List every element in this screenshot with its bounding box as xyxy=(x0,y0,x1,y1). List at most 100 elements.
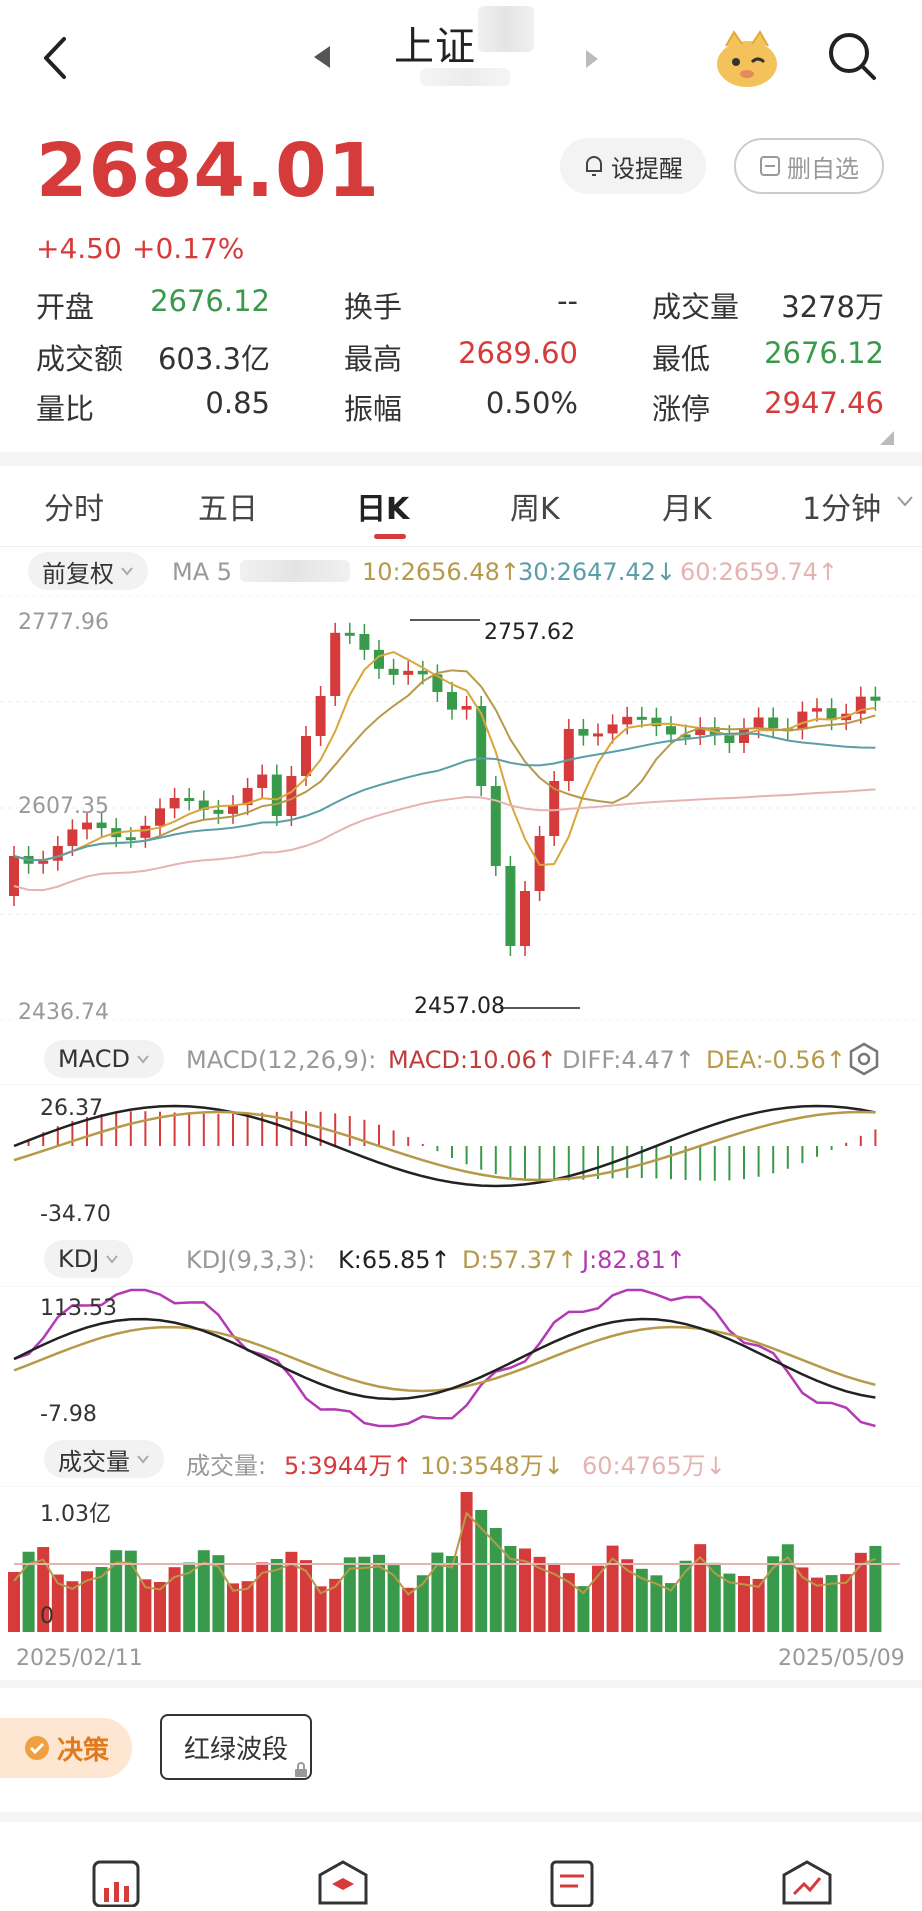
macd-selector[interactable]: MACD xyxy=(44,1040,164,1078)
volume-bar xyxy=(168,1567,181,1632)
adjust-selector[interactable]: 前复权 xyxy=(28,552,148,590)
volume-bar xyxy=(723,1573,736,1632)
nav-layers-icon[interactable] xyxy=(314,1858,372,1911)
volume-bar xyxy=(8,1572,20,1632)
volume-bar xyxy=(183,1562,196,1632)
search-button[interactable] xyxy=(824,28,880,84)
nav-trend-icon[interactable] xyxy=(778,1858,836,1911)
volume-bar xyxy=(635,1568,648,1632)
volume-bar xyxy=(562,1573,575,1632)
nav-chart-icon[interactable] xyxy=(90,1858,142,1911)
ma5-legend: MA 5 xyxy=(172,558,233,586)
kline-chart[interactable] xyxy=(0,596,922,1020)
volume-selector[interactable]: 成交量 xyxy=(44,1440,164,1478)
candle-body xyxy=(593,733,603,737)
candle-body xyxy=(315,696,326,736)
kdj-d-line xyxy=(13,1325,876,1393)
settings-icon[interactable] xyxy=(848,1042,880,1080)
redgreen-wave-button[interactable]: 红绿波段 xyxy=(160,1714,312,1780)
next-triangle-icon xyxy=(586,50,598,68)
volume-bar xyxy=(621,1559,634,1632)
tab-intraday[interactable]: 分时 xyxy=(44,492,104,527)
volume-bar xyxy=(402,1587,415,1632)
volume-value: 3278万 xyxy=(781,290,884,324)
prev-stock-button[interactable] xyxy=(312,44,336,72)
kdj-selector[interactable]: KDJ xyxy=(44,1240,134,1278)
volume-bar xyxy=(694,1544,707,1632)
search-icon xyxy=(829,33,876,80)
expand-corner-icon[interactable] xyxy=(880,430,894,445)
candle-body xyxy=(461,706,472,710)
remove-watchlist-button[interactable]: 删自选 xyxy=(734,138,884,194)
high-value: 2689.60 xyxy=(458,336,578,370)
ma10-line xyxy=(13,669,876,862)
check-badge-icon xyxy=(24,1736,49,1760)
volume-bar xyxy=(489,1528,502,1632)
next-stock-button[interactable] xyxy=(584,48,604,74)
candle-body xyxy=(563,728,574,781)
tab-weekly-k[interactable]: 周K xyxy=(510,492,560,527)
candle-body xyxy=(242,787,253,806)
kdj-params: KDJ(9,3,3): xyxy=(186,1246,316,1274)
volume-bar xyxy=(431,1552,444,1632)
volume-bar xyxy=(314,1586,327,1632)
chevron-down-icon[interactable] xyxy=(896,494,914,513)
current-price: 2684.01 xyxy=(36,128,381,214)
candle-body xyxy=(286,776,297,816)
volume-bar xyxy=(387,1565,400,1632)
kdj-j-line xyxy=(13,1288,876,1428)
amount-value: 603.3亿 xyxy=(157,342,270,376)
set-alert-label: 设提醒 xyxy=(611,154,683,183)
volume-bar xyxy=(781,1544,794,1632)
volume-ma10: 10:3548万↓ xyxy=(420,1452,564,1480)
candle-body xyxy=(607,724,618,734)
volume-bar xyxy=(416,1575,429,1632)
volume-bar xyxy=(300,1560,312,1632)
macd-value: MACD:10.06↑ xyxy=(388,1046,557,1074)
macd-chart[interactable] xyxy=(0,1084,922,1230)
candle-body xyxy=(125,837,136,841)
volume-bar xyxy=(825,1575,838,1632)
candle-body xyxy=(403,670,414,675)
candle-body xyxy=(52,845,63,861)
kdj-chart[interactable] xyxy=(0,1286,922,1432)
mascot-button[interactable] xyxy=(712,26,782,90)
macd-params: MACD(12,26,9): xyxy=(186,1046,377,1074)
macd-dea: DEA:-0.56↑ xyxy=(706,1046,846,1074)
decision-button[interactable]: 决策 xyxy=(0,1718,132,1778)
kline-mid-axis: 2607.35 xyxy=(18,794,109,819)
tab-daily-k[interactable]: 日K xyxy=(356,492,410,527)
candle-body xyxy=(870,696,881,701)
volume-bar xyxy=(796,1567,809,1632)
back-button[interactable] xyxy=(30,30,80,86)
volume-bar xyxy=(110,1550,123,1632)
lock-icon xyxy=(294,1762,308,1782)
volume-ma5: 5:3944万↑ xyxy=(284,1452,413,1480)
volume-top-axis: 1.03亿 xyxy=(40,1502,111,1527)
price-change: +4.50 xyxy=(36,232,122,265)
low-value: 2676.12 xyxy=(764,336,884,370)
tab-five-day[interactable]: 五日 xyxy=(198,492,258,527)
nav-document-icon[interactable] xyxy=(548,1858,596,1911)
volume-bar xyxy=(519,1548,531,1632)
volume-bottom-axis: 0 xyxy=(40,1604,54,1629)
candle-body xyxy=(9,856,19,896)
tab-one-minute[interactable]: 1分钟 xyxy=(802,492,882,527)
candle-body xyxy=(388,668,399,675)
candle-body xyxy=(490,786,501,866)
divider xyxy=(0,452,922,466)
decision-label: 决策 xyxy=(56,1735,109,1766)
kline-bottom-axis: 2436.74 xyxy=(18,1000,109,1025)
candle-body xyxy=(213,809,224,814)
diff-line xyxy=(13,1104,876,1188)
tab-monthly-k[interactable]: 月K xyxy=(662,492,712,527)
volume-bar xyxy=(840,1574,853,1632)
candle-body xyxy=(330,632,341,696)
candle-body xyxy=(812,708,822,712)
open-label: 开盘 xyxy=(36,290,95,324)
volume-bar xyxy=(811,1577,823,1632)
remove-watchlist-label: 删自选 xyxy=(787,154,859,183)
volume-chart[interactable] xyxy=(0,1486,922,1634)
set-alert-button[interactable]: 设提醒 xyxy=(560,138,706,194)
volume-bar xyxy=(854,1552,867,1632)
